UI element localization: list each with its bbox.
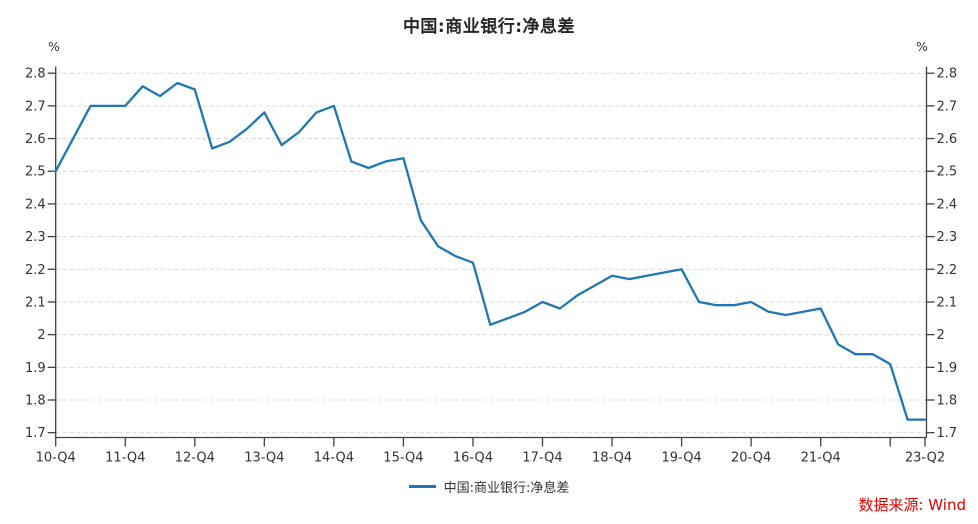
- y-tick-label-left: 2.1: [25, 295, 46, 310]
- y-tick-label-left: 2.7: [25, 99, 46, 114]
- y-tick-label-left: 2.6: [25, 132, 46, 147]
- y-tick-label-right: 1.7: [937, 426, 958, 441]
- y-tick-label-left: 2.3: [25, 230, 46, 245]
- y-tick-label-left: 2.4: [25, 197, 46, 212]
- y-tick-label-right: 2.3: [937, 230, 958, 245]
- y-tick-label-right: 2.1: [937, 295, 958, 310]
- y-tick-label-right: 1.8: [937, 394, 958, 409]
- y-tick-label-right: 2.4: [937, 197, 958, 212]
- x-tick-label: 23-Q2: [905, 451, 945, 466]
- y-tick-label-left: 1.8: [25, 394, 46, 409]
- x-tick-label: 20-Q4: [731, 451, 771, 466]
- y-tick-label-left: 2.2: [25, 263, 46, 278]
- y-tick-label-left: 2.5: [25, 165, 46, 180]
- x-tick-label: 12-Q4: [175, 451, 215, 466]
- y-tick-label-right: 1.9: [937, 361, 958, 376]
- x-tick-label: 10-Q4: [36, 451, 76, 466]
- y-tick-label-left: 1.9: [25, 361, 46, 376]
- x-tick-label: 13-Q4: [244, 451, 284, 466]
- y-tick-label-right: 2.7: [937, 99, 958, 114]
- legend-line-swatch: [408, 485, 436, 488]
- series-line: [54, 81, 927, 421]
- y-tick-label-right: 2.8: [937, 67, 958, 82]
- y-tick-label-right: 2.2: [937, 263, 958, 278]
- y-tick-label-right: 2: [937, 328, 945, 343]
- legend: 中国:商业银行:净息差: [0, 478, 978, 496]
- x-tick-label: 17-Q4: [522, 451, 562, 466]
- chart-title: 中国:商业银行:净息差: [402, 17, 576, 37]
- x-tick-label: 19-Q4: [661, 451, 701, 466]
- y-tick-label-left: 1.7: [25, 426, 46, 441]
- y-axis-unit-left: %: [48, 39, 60, 54]
- y-tick-label-right: 2.5: [937, 165, 958, 180]
- data-source: 数据来源: Wind: [858, 496, 966, 514]
- y-tick-label-left: 2: [37, 328, 45, 343]
- x-tick-label: 15-Q4: [383, 451, 423, 466]
- x-tick-label: 21-Q4: [801, 451, 841, 466]
- y-tick-label-left: 2.8: [25, 67, 46, 82]
- x-tick-label: 11-Q4: [105, 451, 145, 466]
- y-tick-label-right: 2.6: [937, 132, 958, 147]
- y-axis-unit-right: %: [916, 39, 928, 54]
- x-tick-label: 18-Q4: [592, 451, 632, 466]
- legend-label: 中国:商业银行:净息差: [443, 481, 570, 496]
- x-tick-label: 16-Q4: [453, 451, 493, 466]
- x-tick-label: 14-Q4: [314, 451, 354, 466]
